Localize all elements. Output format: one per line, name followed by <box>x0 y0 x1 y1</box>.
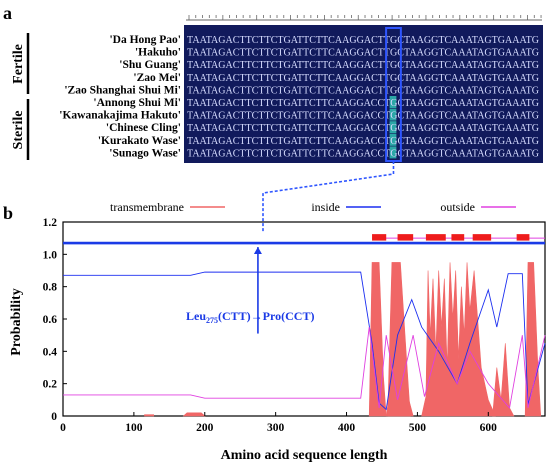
sequence-row: TAATAGACTTCTTCTGATTCTTCAAGGACCTGCTAAGGTC… <box>187 110 539 122</box>
x-tick-label: 600 <box>480 422 498 434</box>
alignment-panel <box>184 25 543 163</box>
cultivar-label: 'Shu Guang' <box>119 59 181 71</box>
transmembrane-area <box>492 343 515 417</box>
transmembrane-area <box>421 262 496 417</box>
panel-b-label: b <box>3 203 13 223</box>
y-tick-label: 0 <box>51 411 57 423</box>
y-tick-label: 0.8 <box>43 282 58 294</box>
y-tick-label: 0.6 <box>43 314 58 326</box>
outside-block <box>372 234 387 241</box>
outside-block <box>397 234 414 241</box>
snp-cell <box>389 108 397 121</box>
outside-block <box>451 234 465 241</box>
inside-probability-line <box>63 271 546 411</box>
x-axis-title: Amino acid sequence length <box>221 448 388 463</box>
x-tick-label: 300 <box>267 422 285 434</box>
alignment-ruler <box>186 15 542 21</box>
cultivar-label: 'Sunago Wase' <box>109 147 181 159</box>
y-tick-label: 1.0 <box>43 249 58 261</box>
snp-connector-line <box>262 161 395 232</box>
y-tick-label: 0.2 <box>43 379 58 391</box>
y-axis-title: Probability <box>9 288 24 355</box>
sequence-row: TAATAGACTTCTTCTGATTCTTCAAGGACCTGCTAAGGTC… <box>187 147 539 159</box>
y-tick-label: 1.2 <box>43 217 58 229</box>
cultivar-label: 'Kurakato Wase' <box>98 135 181 147</box>
snp-cell <box>389 83 397 96</box>
mutation-annotation: Leu275(CTT)→Pro(CCT) <box>186 309 314 325</box>
sequence-row: TAATAGACTTCTTCTGATTCTTCAAGGACCTGCTAAGGTC… <box>187 135 539 147</box>
sequence-row: TAATAGACTTCTTCTGATTCTTCAAGGACTTGCTAAGGTC… <box>187 72 539 84</box>
snp-cell <box>389 133 397 146</box>
legend-outside-label: outside <box>440 200 475 214</box>
snp-cell <box>389 121 397 134</box>
plot-area: 0 100 200 300 400 500 600 0 0.2 0.4 0.6 0.8 1.0 1.2 <box>43 217 546 434</box>
snp-cell <box>389 58 397 71</box>
transmembrane-area <box>144 414 155 417</box>
x-tick-label: 200 <box>196 422 214 434</box>
sequence-row: TAATAGACTTCTTCTGATTCTTCAAGGACTTGCTAAGGTC… <box>187 34 539 46</box>
transmembrane-area <box>524 262 542 417</box>
outside-block <box>472 234 492 241</box>
cultivar-label: 'Annong Shui Mi' <box>93 97 181 109</box>
legend-transmembrane-label: transmembrane <box>110 200 184 214</box>
x-tick-label: 100 <box>125 422 143 434</box>
sequence-row: TAATAGACTTCTTCTGATTCTTCAAGGACTTGCTAAGGTC… <box>187 59 539 71</box>
legend-inside-label: inside <box>311 200 340 214</box>
x-tick-label: 0 <box>60 422 66 434</box>
snp-cell <box>389 96 397 108</box>
mutation-arrowhead <box>253 247 262 255</box>
snp-cell <box>389 45 397 58</box>
x-tick-label: 400 <box>338 422 356 434</box>
snp-cell <box>389 33 397 45</box>
cultivar-label: 'Hakuho' <box>135 47 181 59</box>
x-tick-label: 500 <box>409 422 427 434</box>
sequence-row: TAATAGACTTCTTCTGATTCTTCAAGGACTTGCTAAGGTC… <box>187 84 539 96</box>
sequence-row: TAATAGACTTCTTCTGATTCTTCAAGGACCTGCTAAGGTC… <box>187 122 539 134</box>
outside-block <box>425 234 446 241</box>
y-tick-label: 0.4 <box>43 346 58 358</box>
sequence-row: TAATAGACTTCTTCTGATTCTTCAAGGACTTGCTAAGGTC… <box>187 47 539 59</box>
sequence-row: TAATAGACTTCTTCTGATTCTTCAAGGACCTGCTAAGGTC… <box>187 97 539 109</box>
fertile-group-label: Fertile <box>11 44 26 84</box>
chart-legend: transmembrane inside outside <box>110 200 516 214</box>
cultivar-label: 'Kawanakajima Hakuto' <box>59 110 181 122</box>
cultivar-label: 'Zao Mei' <box>133 72 181 84</box>
transmembrane-area <box>182 412 206 417</box>
cultivar-label: 'Zao Shanghai Shui Mi' <box>64 84 181 96</box>
outside-block <box>516 234 530 241</box>
sterile-group-label: Sterile <box>11 111 26 150</box>
snp-cell <box>389 146 397 159</box>
outside-probability-line <box>63 327 546 409</box>
alignment-sequences: TAATAGACTTCTTCTGATTCTTCAAGGACTTGCTAAGGTC… <box>187 33 539 159</box>
panel-a-label: a <box>3 3 12 23</box>
cultivar-label: 'Da Hong Pao' <box>109 34 181 46</box>
snp-cell <box>389 70 397 83</box>
cultivar-label: 'Chinese Cling' <box>106 122 181 134</box>
cultivar-labels: 'Da Hong Pao''Hakuho''Shu Guang''Zao Mei… <box>59 34 181 159</box>
